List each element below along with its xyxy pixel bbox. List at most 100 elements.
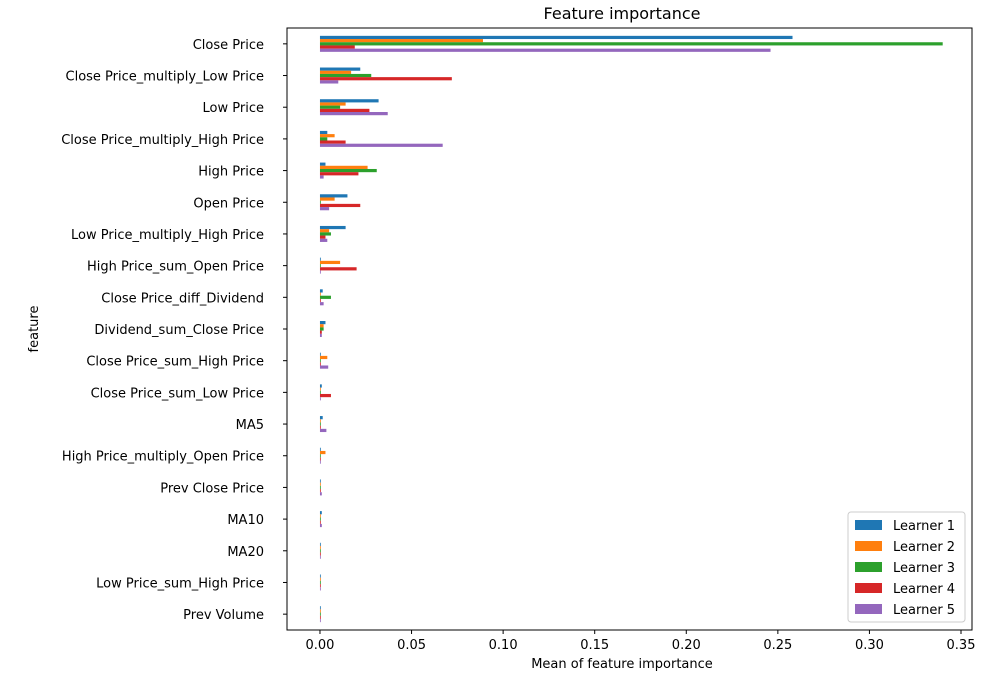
bar-2-10 [319,355,328,360]
bar-2-15 [319,514,321,518]
bar-5-3 [319,143,443,147]
bar-2-14 [319,482,321,486]
bar-2-0 [319,39,483,43]
bar-2-1 [319,70,352,74]
legend-swatch-3 [855,562,882,572]
y-tick-label: Prev Volume [183,608,264,623]
bar-1-2 [319,99,379,103]
legend-label-5: Learner 5 [893,603,955,618]
bar-5-4 [319,175,324,179]
bar-3-7 [319,264,321,268]
legend-label-2: Learner 2 [893,540,955,555]
bar-4-12 [319,425,321,429]
y-tick-label: High Price_multiply_Open Price [62,450,264,465]
bar-3-1 [319,73,372,78]
y-tick-label: MA10 [227,513,264,528]
bar-5-7 [319,270,321,274]
y-tick-label: Open Price [193,196,264,211]
bar-2-8 [319,292,321,296]
bar-2-12 [319,419,321,423]
x-tick-label: 0.30 [855,638,884,653]
bar-1-5 [319,194,348,198]
bar-3-2 [319,105,341,109]
y-tick-label: MA20 [227,545,264,560]
bar-1-0 [319,35,793,40]
bar-3-10 [319,359,321,363]
bar-1-3 [319,130,328,135]
bar-4-8 [319,298,321,303]
bar-1-1 [319,67,361,71]
legend-swatch-2 [855,541,882,551]
bar-3-5 [319,200,321,204]
x-tick-label: 0.10 [489,638,518,653]
bar-1-12 [319,416,323,420]
bar-3-3 [319,137,328,141]
bars-group [319,35,943,623]
bar-5-15 [319,523,322,528]
bar-3-17 [319,580,321,585]
bar-3-13 [319,454,321,458]
bar-5-16 [319,555,321,559]
bar-2-2 [319,102,346,106]
y-tick-label: Dividend_sum_Close Price [94,323,264,338]
y-axis-ticks: Close Price Close Price_multiply_Low Pric… [61,38,287,623]
bar-1-18 [319,606,321,610]
bar-4-3 [319,140,346,144]
bar-2-11 [319,387,321,391]
chart-title: Feature importance [544,4,701,23]
x-tick-label: 0.05 [397,638,426,653]
bar-4-6 [319,235,326,239]
bar-4-0 [319,45,355,49]
bar-4-14 [319,489,321,493]
bar-2-18 [319,609,321,613]
bar-1-4 [319,162,326,166]
bar-3-14 [319,485,321,490]
bar-1-6 [319,225,346,230]
legend-label-4: Learner 4 [893,582,955,597]
x-tick-label: 0.00 [305,638,334,653]
bar-2-7 [319,260,341,265]
x-tick-label: 0.20 [672,638,701,653]
bar-5-2 [319,112,388,116]
x-tick-label: 0.35 [947,638,976,653]
y-tick-label: Prev Close Price [160,481,264,496]
bar-4-2 [319,108,370,113]
bar-3-8 [319,295,331,299]
y-tick-label: High Price_sum_Open Price [87,260,264,275]
y-tick-label: Close Price [193,38,264,53]
bar-1-11 [319,384,322,388]
bar-5-18 [319,618,321,623]
bar-4-18 [319,615,321,619]
y-tick-label: Close Price_multiply_High Price [61,133,264,148]
bar-3-4 [319,168,377,173]
bar-3-0 [319,42,943,46]
bar-5-14 [319,492,322,496]
x-tick-label: 0.25 [763,638,792,653]
bar-4-13 [319,457,321,461]
bar-3-15 [319,517,321,521]
bar-5-0 [319,48,771,52]
bar-1-7 [319,257,321,261]
bar-2-13 [319,450,326,455]
bar-1-9 [319,321,326,325]
legend: Learner 1 Learner 2 Learner 3 Learner 4 Lear… [847,511,966,623]
x-axis-title: Mean of feature importance [531,657,713,672]
bar-2-17 [319,577,321,581]
x-tick-label: 0.15 [580,638,609,653]
bar-1-17 [319,574,321,578]
y-tick-label: Low Price_sum_High Price [96,576,264,591]
bar-3-12 [319,422,321,426]
y-axis-title: feature [27,306,42,353]
y-tick-label: Close Price_diff_Dividend [101,291,264,306]
y-tick-label: MA5 [236,418,264,433]
bar-1-8 [319,289,323,293]
bar-4-11 [319,393,331,398]
bar-4-9 [319,330,322,334]
bar-5-9 [319,333,322,337]
bar-2-5 [319,197,335,201]
bar-5-6 [319,238,328,242]
bar-4-16 [319,552,321,556]
bar-5-10 [319,365,329,369]
bar-3-9 [319,327,324,331]
